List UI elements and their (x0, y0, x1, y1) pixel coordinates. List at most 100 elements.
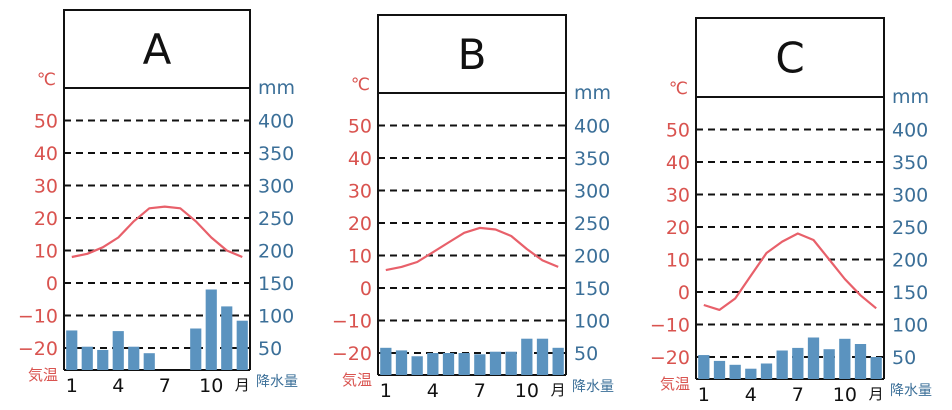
temperature-tick-label: −20 (650, 347, 690, 369)
month-tick-label: 1 (698, 384, 710, 406)
precipitation-tick-label: 150 (258, 273, 294, 295)
month-tick-label: 4 (427, 380, 439, 402)
precipitation-tick-label: 300 (574, 181, 610, 203)
month-tick-label: 10 (833, 384, 857, 406)
precipitation-tick-label: 100 (258, 306, 294, 328)
precipitation-bar (745, 368, 757, 379)
temperature-tick-label: 10 (666, 250, 690, 272)
precipitation-tick-label: 200 (258, 241, 294, 263)
chart-title: B (458, 30, 487, 79)
precipitation-tick-label: 350 (574, 148, 610, 170)
precipitation-tick-label: 350 (258, 143, 294, 165)
precipitation-tick-label: 400 (574, 116, 610, 138)
precipitation-bar (427, 353, 439, 375)
temperature-line (703, 232, 877, 311)
temperature-tick-label: 30 (348, 181, 372, 203)
temperature-tick-label: 30 (34, 176, 58, 198)
temperature-tick-label: 0 (46, 273, 58, 295)
temperature-unit: ℃ (669, 79, 688, 99)
precipitation-tick-label: 200 (892, 250, 928, 272)
precipitation-bar (823, 349, 835, 379)
month-tick-label: 10 (515, 380, 539, 402)
title-box (377, 14, 567, 94)
month-unit: 月 (551, 381, 566, 399)
precipitation-bar (66, 330, 78, 370)
temperature-unit: ℃ (37, 70, 56, 90)
precipitation-bar (505, 351, 517, 375)
precipitation-bar (112, 331, 124, 370)
precipitation-bar (474, 354, 486, 375)
precipitation-bar (552, 347, 564, 375)
temperature-axis-label: 気温 (342, 371, 372, 389)
temperature-tick-label: 40 (348, 148, 372, 170)
temperature-tick-label: 20 (34, 208, 58, 230)
precipitation-bar (97, 349, 109, 370)
temperature-tick-label: 20 (666, 217, 690, 239)
temperature-tick-label: 50 (666, 120, 690, 142)
temperature-tick-label: 0 (678, 282, 690, 304)
temperature-tick-label: 50 (348, 116, 372, 138)
temperature-tick-label: 50 (34, 111, 58, 133)
precipitation-bar (792, 347, 804, 379)
temperature-line (385, 226, 559, 272)
precipitation-tick-label: 150 (892, 282, 928, 304)
chart-panel-a: A50403020100−10−204003503002502001501005… (18, 9, 298, 397)
precipitation-bar (190, 328, 202, 370)
precipitation-unit: mm (892, 86, 929, 108)
temperature-tick-label: −10 (18, 306, 58, 328)
precipitation-axis-label: 降水量 (572, 379, 614, 395)
temperature-axis-label: 気温 (660, 375, 690, 393)
precipitation-bar (205, 289, 217, 370)
precipitation-bar (221, 306, 233, 370)
precipitation-bar (395, 350, 408, 375)
temperature-tick-label: 40 (34, 143, 58, 165)
month-tick-label: 7 (159, 375, 171, 397)
temperature-tick-label: 10 (348, 246, 372, 268)
month-tick-label: 7 (792, 384, 804, 406)
precipitation-tick-label: 200 (574, 246, 610, 268)
precipitation-bar (713, 360, 726, 379)
precipitation-bar (729, 364, 741, 379)
precipitation-tick-label: 350 (892, 152, 928, 174)
month-unit: 月 (869, 385, 884, 403)
temperature-line (71, 205, 243, 259)
precipitation-tick-label: 250 (892, 217, 928, 239)
precipitation-bar (128, 346, 140, 370)
precipitation-tick-label: 50 (258, 338, 282, 360)
chart-panel-b: B50403020100−10−204003503002502001501005… (332, 14, 614, 402)
precipitation-bar (698, 355, 710, 379)
precipitation-tick-label: 400 (892, 120, 928, 142)
precipitation-bar (489, 351, 502, 375)
temperature-axis-label: 気温 (28, 366, 58, 384)
temperature-unit: ℃ (351, 75, 370, 95)
precipitation-axis-label: 降水量 (256, 374, 298, 390)
precipitation-tick-label: 300 (258, 176, 294, 198)
precipitation-bar (143, 353, 155, 370)
precipitation-tick-label: 250 (574, 213, 610, 235)
precipitation-tick-label: 50 (574, 343, 598, 365)
precipitation-unit: mm (258, 77, 295, 99)
month-tick-label: 10 (199, 375, 223, 397)
chart-title: A (143, 25, 172, 74)
precipitation-tick-label: 50 (892, 347, 916, 369)
temperature-tick-label: −10 (332, 311, 372, 333)
temperature-tick-label: −20 (332, 343, 372, 365)
temperature-tick-label: −10 (650, 315, 690, 337)
precipitation-bar (807, 337, 820, 379)
precipitation-bar (458, 353, 470, 375)
precipitation-bar (760, 363, 773, 379)
temperature-tick-label: 10 (34, 241, 58, 263)
month-tick-label: 4 (745, 384, 757, 406)
month-unit: 月 (235, 376, 250, 394)
chart-title: C (775, 34, 804, 83)
precipitation-bar (81, 346, 93, 370)
temperature-tick-label: 40 (666, 152, 690, 174)
title-box (63, 9, 251, 89)
precipitation-tick-label: 150 (574, 278, 610, 300)
precipitation-bar (236, 320, 248, 370)
month-tick-label: 1 (380, 380, 392, 402)
precipitation-bar (442, 353, 455, 375)
temperature-tick-label: 0 (360, 278, 372, 300)
precipitation-bar (839, 338, 851, 379)
precipitation-tick-label: 400 (258, 111, 294, 133)
